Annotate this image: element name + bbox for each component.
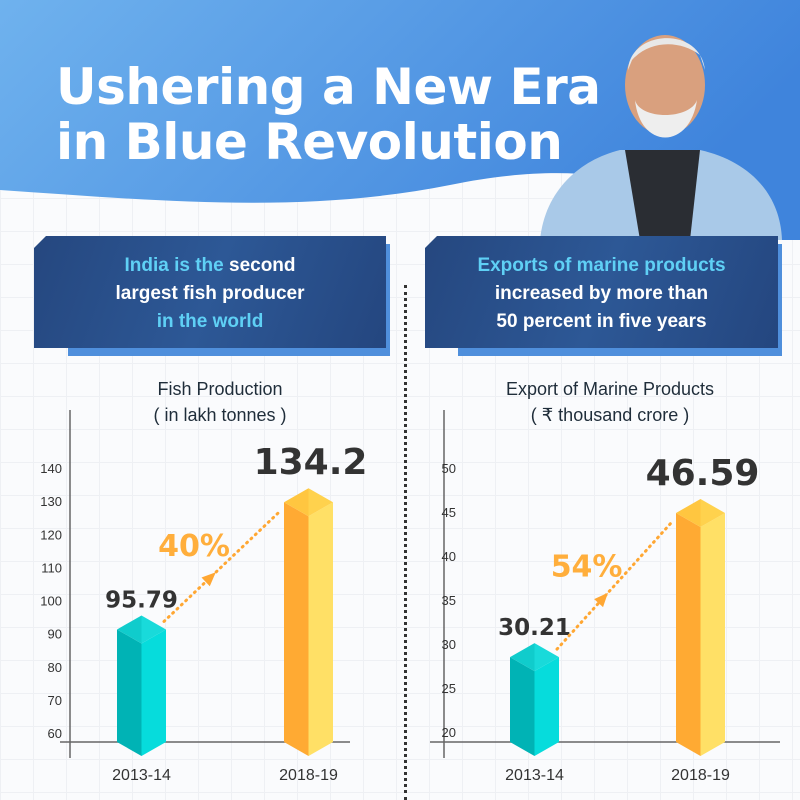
bar-value-label: 46.59 (646, 453, 760, 494)
bar-right-face (141, 629, 166, 756)
arrowhead-icon (201, 572, 216, 587)
leader-portrait (540, 35, 782, 240)
fact-text: second (223, 255, 296, 276)
x-tick-label: 2018-19 (279, 767, 338, 784)
bar-value-label: 95.79 (105, 587, 178, 613)
bar-top-face (284, 488, 309, 517)
bar-top-face (534, 643, 559, 672)
y-tick-label: 120 (40, 527, 62, 542)
bar-value-label: 134.2 (254, 442, 368, 483)
y-tick-label: 25 (442, 681, 456, 696)
y-tick-label: 45 (442, 505, 456, 520)
growth-percent-label: 54% (551, 550, 623, 585)
growth-arrow-line (555, 521, 673, 651)
x-tick-label: 2013-14 (505, 767, 564, 784)
fact-text: 50 percent in five years (496, 311, 707, 332)
bar-top-face (510, 643, 535, 672)
bar-right-face (308, 502, 333, 756)
bar-top-face (141, 615, 166, 644)
y-tick-label: 100 (40, 594, 62, 609)
growth-arrow-line (162, 510, 281, 623)
highlight-text: Exports of marine products (477, 255, 726, 276)
bar-value-label: 30.21 (498, 615, 571, 641)
dotted-divider (404, 285, 407, 800)
x-tick-label: 2013-14 (112, 767, 171, 784)
chart-title: Export of Marine Products (505, 379, 715, 399)
y-tick-label: 20 (442, 725, 456, 740)
growth-percent-label: 40% (158, 529, 230, 564)
y-tick-label: 90 (48, 627, 62, 642)
highlight-text: in the world (156, 311, 264, 332)
bar-top-face (308, 488, 333, 517)
y-tick-label: 40 (442, 549, 456, 564)
fact-text: largest fish producer (115, 283, 305, 304)
fact-text: increased by more than (494, 283, 709, 304)
chart-title-fish: Fish Production ( in lakh tonnes ) (40, 376, 400, 428)
chart-subtitle: ( in lakh tonnes ) (153, 405, 287, 425)
bar-top-face (117, 615, 142, 644)
chart-subtitle: ( ₹ thousand crore ) (530, 405, 690, 425)
page-title-line-1: Ushering a New Era (56, 58, 601, 116)
bar-right-face (700, 513, 725, 756)
y-tick-label: 130 (40, 494, 62, 509)
page-title-line-2: in Blue Revolution (56, 113, 563, 171)
fact-box-right: Exports of marine products increased by … (425, 236, 778, 348)
highlight-text: India is the (124, 255, 224, 276)
y-tick-label: 30 (442, 637, 456, 652)
x-tick-label: 2018-19 (671, 767, 730, 784)
bar-right-face (534, 657, 559, 756)
fact-box-left: India is the second largest fish produce… (34, 236, 386, 348)
y-tick-label: 110 (41, 560, 62, 575)
bar-left-face (284, 502, 309, 756)
header-banner (0, 0, 800, 240)
bar-left-face (676, 513, 701, 756)
y-tick-label: 70 (48, 693, 62, 708)
bar-top-face (700, 499, 725, 528)
bar-left-face (117, 629, 142, 756)
bar-top-face (676, 499, 701, 528)
chart-title-exports: Export of Marine Products ( ₹ thousand c… (420, 376, 800, 428)
y-tick-label: 80 (48, 660, 62, 675)
y-tick-label: 35 (442, 593, 456, 608)
chart-title: Fish Production (157, 379, 283, 399)
bar-left-face (510, 657, 535, 756)
arrowhead-icon (594, 592, 608, 608)
y-tick-label: 60 (48, 726, 62, 741)
y-tick-label: 50 (442, 461, 456, 476)
y-tick-label: 140 (40, 461, 62, 476)
